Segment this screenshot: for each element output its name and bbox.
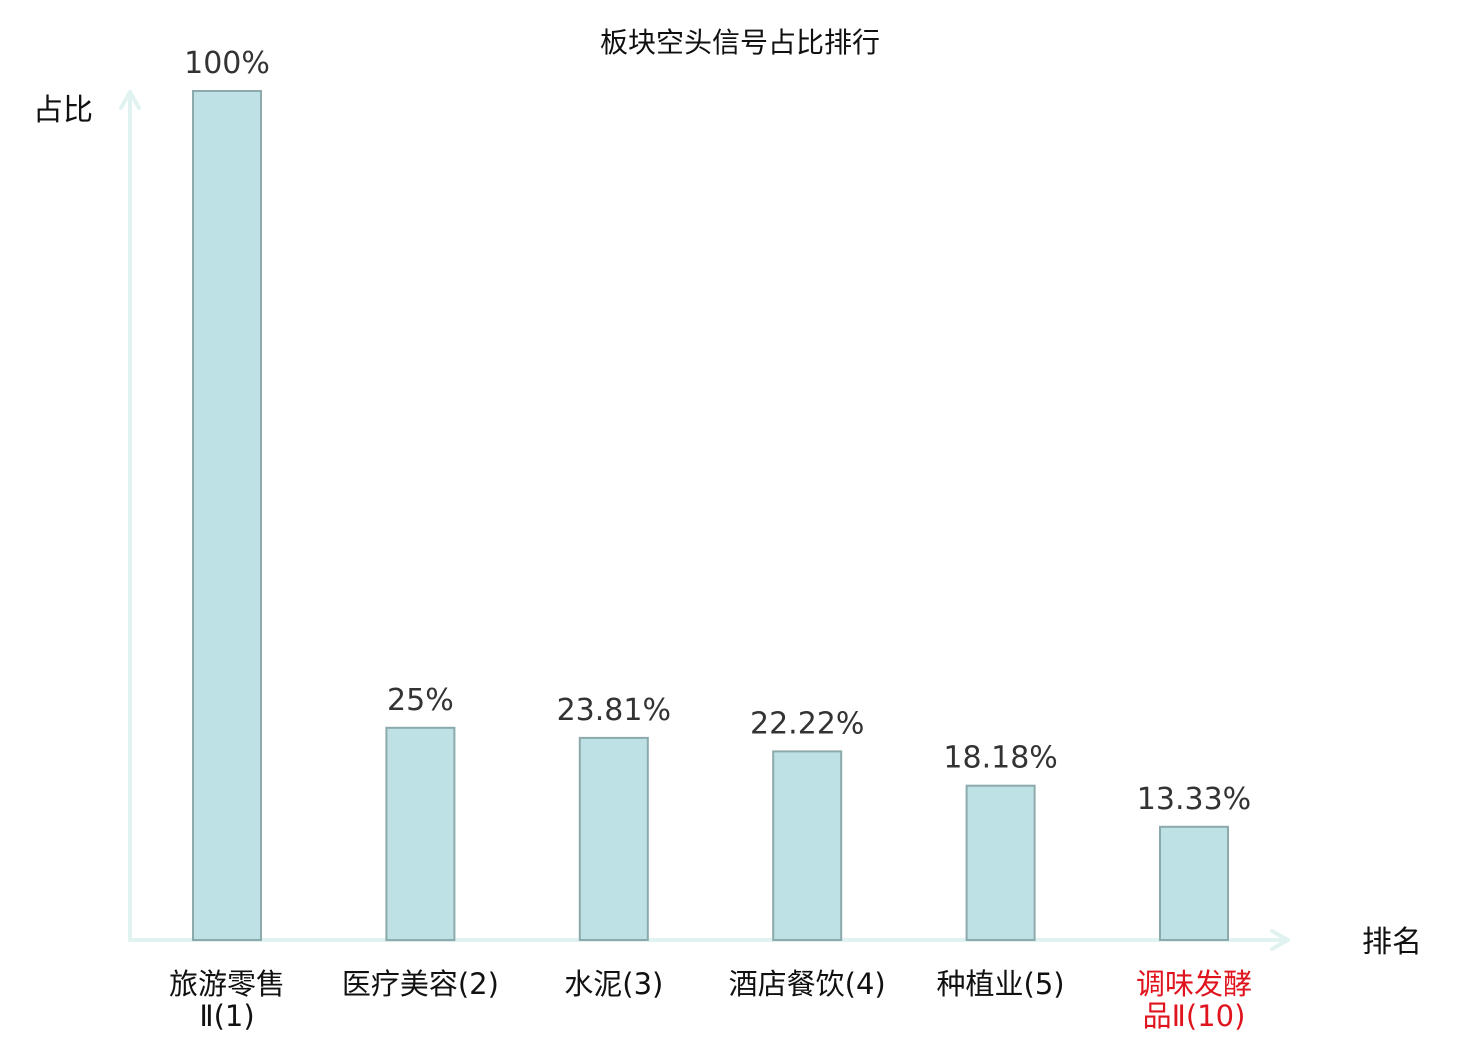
category-label-line: 调味发酵 [1136,967,1252,1001]
category-label-5: 种植业(5) [937,967,1065,1001]
category-label-line: 旅游零售 [169,967,285,1001]
value-label-5: 18.18% [943,741,1057,776]
axes [119,90,1290,951]
category-label-line: 酒店餐饮(4) [729,967,886,1001]
x-axis-arrow [1270,929,1290,951]
category-label-line: Ⅱ(1) [199,999,254,1033]
y-axis-label: 占比 [33,93,93,128]
category-label-3: 水泥(3) [564,967,663,1001]
category-labels-group: 旅游零售 Ⅱ(1) 医疗美容(2) 水泥(3) 酒店餐饮(4) 种植业(5) 调味发酵品Ⅱ(… [169,967,1252,1033]
bar-6 [1159,825,1229,941]
value-label-6: 13.33% [1137,782,1251,817]
category-label-line: 品Ⅱ(10) [1143,999,1246,1033]
bars-group [192,90,1229,942]
bar-1 [192,90,262,941]
category-label-line: 种植业(5) [937,967,1065,1001]
value-label-2: 25% [387,683,454,718]
category-label-2: 医疗美容(2) [342,967,499,1001]
bar-2 [385,726,456,942]
category-label-6: 调味发酵品Ⅱ(10) [1136,967,1252,1033]
bar-4 [772,750,843,942]
value-label-3: 23.81% [557,693,671,728]
category-label-line: 水泥(3) [564,967,663,1001]
bar-3 [578,736,649,942]
category-label-line: 医疗美容(2) [342,967,499,1001]
value-label-1: 100% [184,46,270,81]
value-labels-group: 100% 25% 23.81% 22.22% 18.18% 13.33% [184,46,1251,817]
bar-5 [965,784,1036,942]
category-label-1: 旅游零售 Ⅱ(1) [169,967,285,1033]
value-label-4: 22.22% [750,706,864,741]
chart-title: 板块空头信号占比排行 [600,26,880,59]
x-axis-label: 排名 [1362,925,1422,960]
y-axis-arrow [119,90,141,110]
category-label-4: 酒店餐饮(4) [729,967,886,1001]
